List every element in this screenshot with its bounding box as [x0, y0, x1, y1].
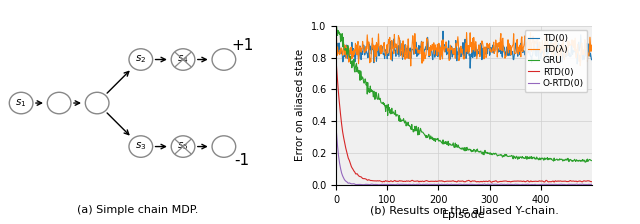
Y-axis label: Error on aliased state: Error on aliased state — [295, 49, 305, 161]
GRU — [588, 159, 595, 162]
RTD(0) — [484, 180, 492, 183]
Text: $s_3$: $s_3$ — [135, 141, 147, 153]
Circle shape — [85, 92, 109, 114]
GRU — [484, 152, 492, 155]
Line: TD(λ): TD(λ) — [336, 32, 591, 66]
Legend: TD(0), TD(λ), GRU, RTD(0), O-RTD(0): TD(0), TD(λ), GRU, RTD(0), O-RTD(0) — [525, 30, 588, 92]
O-RTD(0) — [470, 183, 478, 186]
TD(0) — [332, 47, 340, 50]
Line: GRU: GRU — [336, 26, 591, 162]
RTD(0) — [488, 181, 495, 184]
GRU — [454, 146, 461, 149]
Text: -1: -1 — [235, 153, 250, 168]
O-RTD(0) — [454, 183, 461, 186]
TD(λ) — [454, 35, 461, 38]
O-RTD(0) — [535, 183, 543, 186]
Text: $s_2$: $s_2$ — [135, 54, 147, 65]
TD(λ) — [582, 47, 590, 50]
TD(0) — [472, 45, 479, 48]
O-RTD(0) — [542, 183, 550, 186]
Line: O-RTD(0): O-RTD(0) — [336, 128, 591, 185]
TD(0) — [588, 58, 595, 61]
RTD(0) — [332, 60, 340, 62]
TD(λ) — [407, 65, 415, 67]
Text: $s_1$: $s_1$ — [15, 97, 27, 109]
TD(λ) — [456, 58, 463, 60]
Circle shape — [212, 136, 236, 157]
GRU — [470, 148, 478, 151]
Circle shape — [172, 136, 195, 157]
TD(0) — [485, 47, 493, 50]
TD(λ) — [471, 50, 479, 53]
Circle shape — [212, 49, 236, 70]
TD(0) — [456, 51, 463, 53]
GRU — [541, 158, 549, 161]
RTD(0) — [454, 180, 461, 183]
TD(0) — [467, 67, 474, 69]
Circle shape — [47, 92, 71, 114]
GRU — [582, 161, 589, 163]
Text: +1: +1 — [231, 38, 253, 53]
GRU — [582, 161, 589, 164]
Text: (a) Simple chain MDP.: (a) Simple chain MDP. — [77, 205, 198, 215]
RTD(0) — [455, 180, 463, 182]
RTD(0) — [470, 180, 478, 182]
GRU — [455, 146, 463, 149]
Circle shape — [10, 92, 33, 114]
Line: TD(0): TD(0) — [336, 31, 591, 68]
RTD(0) — [542, 179, 550, 182]
O-RTD(0) — [332, 127, 340, 129]
TD(λ) — [484, 47, 492, 49]
Text: $s_4$: $s_4$ — [177, 54, 189, 65]
Circle shape — [172, 49, 195, 70]
TD(λ) — [332, 39, 340, 42]
TD(0) — [543, 56, 550, 59]
Line: RTD(0): RTD(0) — [336, 61, 591, 182]
GRU — [332, 24, 340, 27]
TD(λ) — [543, 46, 550, 49]
O-RTD(0) — [582, 183, 589, 186]
TD(λ) — [588, 44, 595, 47]
TD(0) — [439, 30, 447, 32]
Circle shape — [129, 136, 152, 157]
RTD(0) — [588, 180, 595, 183]
Circle shape — [129, 49, 152, 70]
Text: (b) Results on the aliased Y-chain.: (b) Results on the aliased Y-chain. — [369, 205, 559, 215]
TD(0) — [454, 52, 461, 55]
TD(λ) — [527, 31, 534, 34]
X-axis label: Episode: Episode — [442, 210, 486, 220]
RTD(0) — [582, 180, 589, 183]
TD(0) — [582, 44, 590, 47]
Text: $s_5$: $s_5$ — [177, 141, 189, 153]
O-RTD(0) — [484, 183, 492, 185]
O-RTD(0) — [455, 183, 463, 186]
O-RTD(0) — [588, 183, 595, 186]
